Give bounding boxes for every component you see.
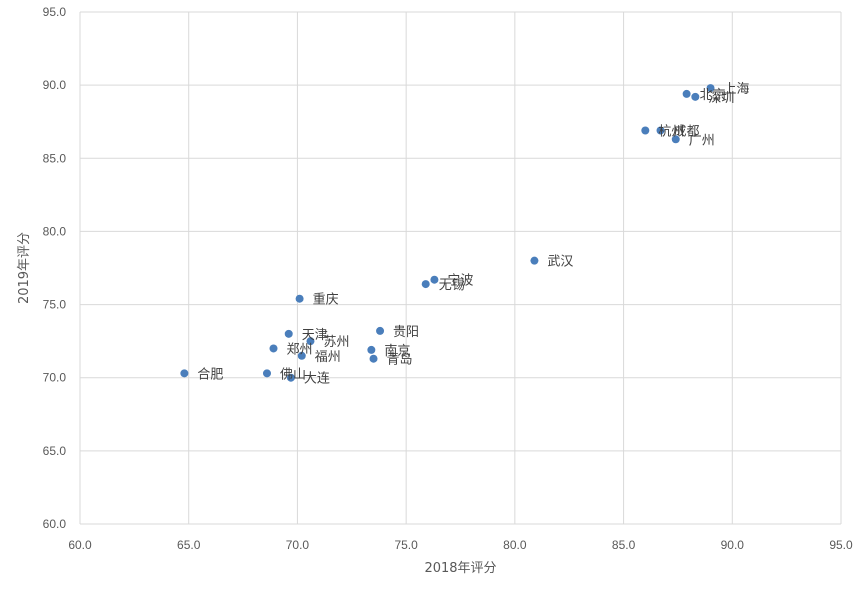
data-label: 重庆 <box>313 292 339 308</box>
data-label: 无锡 <box>439 278 465 293</box>
x-tick-label: 85.0 <box>612 538 636 552</box>
data-point <box>297 351 306 360</box>
y-tick-label: 60.0 <box>43 517 67 531</box>
x-tick-label: 65.0 <box>177 538 201 552</box>
data-label: 宁波 <box>447 273 473 289</box>
data-label: 成都 <box>674 124 700 139</box>
data-point <box>306 337 315 346</box>
x-tick-label: 90.0 <box>721 538 745 552</box>
data-point <box>180 369 189 378</box>
data-point <box>262 369 271 378</box>
data-point <box>269 344 278 353</box>
data-label: 佛山 <box>280 367 306 382</box>
x-tick-labels: 60.0 65.0 70.0 75.0 80.0 85.0 90.0 95.0 <box>68 538 853 552</box>
y-tick-label: 65.0 <box>43 444 67 458</box>
data-label: 天津 <box>302 328 328 343</box>
data-point <box>286 373 295 382</box>
data-label: 大连 <box>304 371 330 387</box>
data-label: 广州 <box>689 133 715 148</box>
y-tick-label: 85.0 <box>43 151 67 165</box>
data-point <box>284 329 293 338</box>
x-tick-label: 70.0 <box>286 538 310 552</box>
y-tick-label: 75.0 <box>43 298 67 312</box>
data-point <box>367 345 376 354</box>
data-point <box>706 84 715 93</box>
data-label: 福州 <box>315 350 341 365</box>
data-label: 合肥 <box>197 367 223 382</box>
data-label: 上海 <box>724 82 750 97</box>
data-point <box>656 126 665 135</box>
y-tick-labels: 60.0 65.0 70.0 75.0 80.0 85.0 90.0 95.0 <box>43 5 67 531</box>
data-label: 郑州 <box>287 342 313 357</box>
x-tick-label: 80.0 <box>503 538 527 552</box>
data-point <box>682 89 691 98</box>
x-tick-label: 95.0 <box>829 538 853 552</box>
data-label: 深圳 <box>708 91 734 106</box>
data-label: 贵阳 <box>393 325 419 340</box>
x-tick-label: 60.0 <box>68 538 92 552</box>
data-point <box>641 126 650 135</box>
data-points <box>180 84 715 382</box>
y-tick-label: 95.0 <box>43 5 67 19</box>
x-tick-label: 75.0 <box>394 538 418 552</box>
data-point <box>295 294 304 303</box>
y-tick-label: 90.0 <box>43 78 67 92</box>
y-tick-label: 80.0 <box>43 224 67 238</box>
gridlines <box>79 11 842 525</box>
data-label: 北京 <box>700 88 726 103</box>
data-point <box>691 92 700 101</box>
data-label: 南京 <box>384 343 410 359</box>
x-axis-title: 2018年评分 <box>424 561 496 576</box>
data-point <box>369 354 378 363</box>
data-point <box>376 326 385 335</box>
data-label: 苏州 <box>323 334 349 350</box>
data-point <box>530 256 539 265</box>
data-label: 青岛 <box>387 352 413 368</box>
data-point <box>430 275 439 284</box>
data-label: 杭州 <box>658 124 684 139</box>
data-point <box>671 135 680 144</box>
data-point <box>421 280 430 289</box>
data-label: 武汉 <box>547 255 573 270</box>
y-tick-label: 70.0 <box>43 371 67 385</box>
y-axis-title: 2019年评分 <box>17 232 32 304</box>
